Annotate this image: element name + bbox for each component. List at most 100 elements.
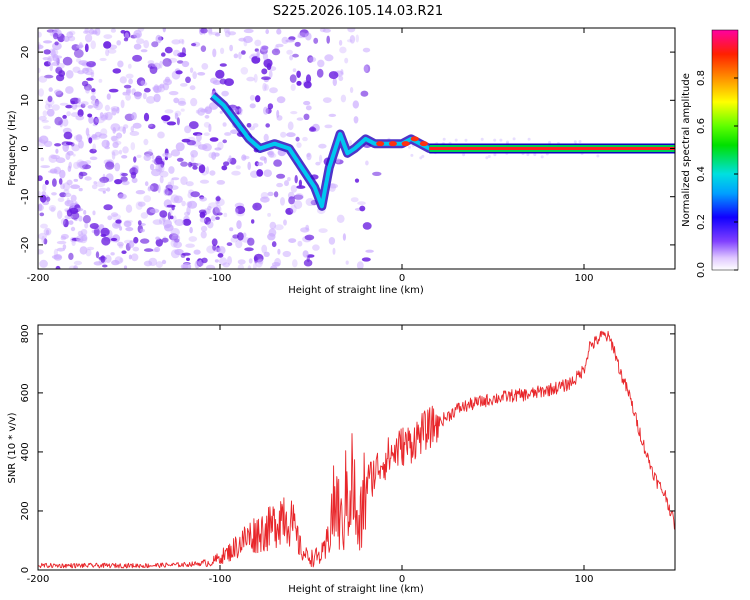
speckle-blob [296,142,302,149]
speckle-blob [117,126,126,132]
speckle-blob [88,137,93,144]
speckle-blob [263,106,269,115]
speckle-blob [148,185,154,191]
speckle-blob [107,48,117,54]
speckle-blob [168,166,175,174]
speckle-blob [83,30,90,34]
speckle-blob [155,238,163,247]
speckle-blob [181,200,186,207]
speckle-blob [87,113,93,118]
top-y-ticks: 20 10 0 -10 -20 [20,46,675,253]
speckle-blob [78,171,84,180]
speckle-blob [86,77,94,81]
speckle-blob [92,143,96,151]
speckle-blob [146,96,156,104]
speckle-blob [123,84,132,89]
speckle-blob [38,115,47,121]
speckle-blob [137,220,142,226]
speckle-blob [155,164,161,172]
speckle-blob [70,194,77,202]
speckle-blob [43,61,51,67]
speckle-blob [114,162,121,172]
speckle-blob [185,76,191,84]
speckle-blob [268,228,277,237]
speckle-blob [236,220,242,230]
speckle-blob [238,37,246,42]
speckle-blob [84,176,92,181]
speckle-blob [92,103,99,109]
speckle-blob [198,164,206,174]
speckle-blob [45,229,50,236]
speckle-blob [243,35,253,44]
speckle-blob [140,80,145,86]
speckle-blob [153,93,161,103]
speckle-blob [159,210,168,218]
speckle-blob [128,254,132,260]
speckle-blob [180,263,189,269]
speckle-blob [62,56,73,66]
speckle-blob [237,259,246,265]
speckle-blob [48,205,57,212]
bottom-y-tick-label: 200 [20,501,31,520]
speckle-blob [75,115,85,121]
speckle-blob [120,99,125,109]
speckle-blob [41,191,47,196]
colorbar [711,29,739,271]
speckle-blob [216,180,226,185]
speckle-blob [318,228,328,234]
speckle-blob [40,165,50,169]
speckle-blob [190,150,199,158]
speckle-blob [306,152,312,161]
speckle-blob [64,192,72,198]
speckle-blob [112,126,116,134]
speckle-blob [248,258,253,264]
speckle-blob [276,182,283,188]
speckle-blob [63,36,70,42]
speckle-blob [93,261,103,266]
speckle-blob [292,53,299,58]
speckle-dot [454,138,458,142]
speckle-blob [208,29,213,36]
speckle-blob [303,81,312,89]
speckle-blob [180,108,185,112]
speckle-blob [190,153,195,163]
speckle-blob [207,206,212,211]
speckle-blob [252,202,262,211]
speckle-blob [83,210,87,215]
speckle-blob [77,97,82,105]
speckle-blob [129,131,140,136]
speckle-dot [533,153,537,157]
speckle-blob [50,154,60,160]
speckle-blob [42,183,47,192]
speckle-blob [148,123,156,130]
speckle-blob [199,179,210,184]
speckle-blob [292,259,298,268]
speckle-blob [181,60,190,68]
speckle-blob [189,162,199,167]
speckle-blob [171,39,181,45]
speckle-blob [56,74,65,82]
speckle-dot [596,154,600,158]
speckle-blob [241,154,247,161]
speckle-blob [249,94,256,101]
speckle-blob [72,153,76,157]
speckle-blob [59,102,69,106]
speckle-blob [173,49,181,57]
top-x-tick-label: -200 [27,273,50,284]
speckle-blob [98,78,103,83]
speckle-blob [201,63,209,70]
speckle-blob [157,163,165,173]
speckle-blob [151,168,161,177]
speckle-blob [114,256,123,265]
speckle-blob [100,227,110,237]
speckle-blob [267,151,274,156]
speckle-blob [277,248,281,255]
speckle-blob [73,49,84,58]
speckle-blob [181,39,185,45]
speckle-blob [194,260,200,269]
speckle-blob [324,54,334,62]
speckle-blob [286,49,293,55]
speckle-blob [303,100,311,106]
speckle-blob [210,77,218,84]
